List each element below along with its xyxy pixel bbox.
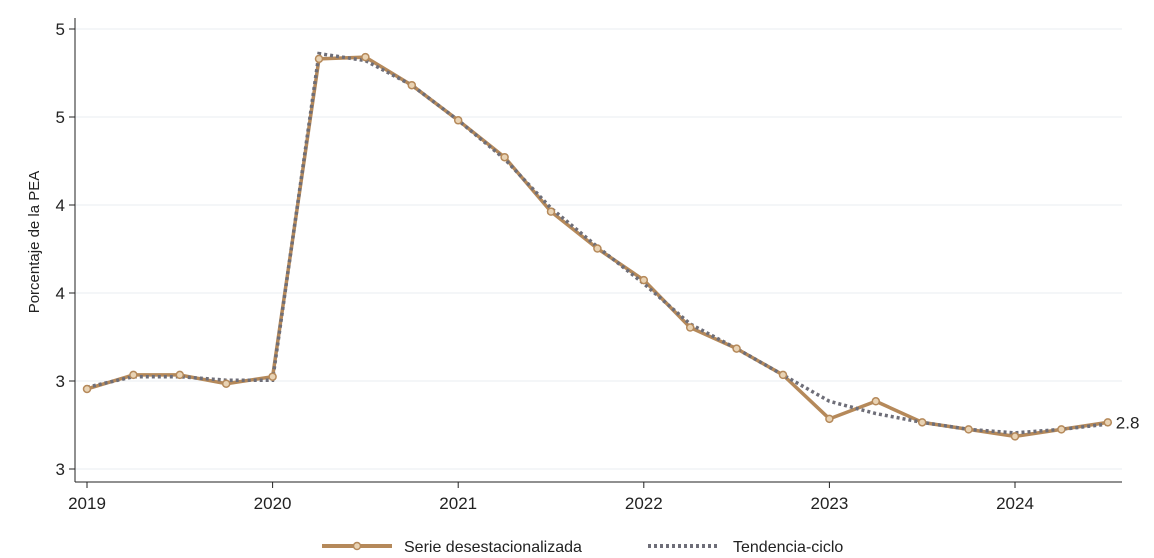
data-point — [129, 370, 138, 380]
legend-label-serie: Serie desestacionalizada — [404, 539, 582, 556]
data-point — [175, 370, 185, 380]
data-point — [871, 397, 881, 406]
x-tick-label: 2024 — [996, 494, 1034, 513]
legend-item-serie: Serie desestacionalizada — [322, 539, 582, 556]
data-point — [407, 80, 417, 90]
data-point — [964, 425, 973, 434]
data-point — [1010, 432, 1020, 441]
data-point — [778, 370, 788, 380]
data-point — [546, 207, 556, 216]
data-point — [639, 275, 649, 285]
data-point — [825, 414, 834, 424]
data-point — [917, 418, 927, 427]
legend-item-tendencia: Tendencia-ciclo — [648, 539, 843, 556]
y-tick-label: 5 — [56, 108, 65, 127]
data-point — [685, 323, 695, 332]
x-tick-label: 2019 — [68, 494, 106, 513]
data-point — [82, 384, 92, 394]
data-point — [268, 372, 277, 381]
series-line-tendencia-ciclo — [86, 51, 1108, 435]
data-point — [221, 379, 231, 388]
x-tick-label: 2021 — [439, 494, 477, 513]
y-tick-label: 5 — [56, 20, 65, 39]
data-point — [732, 344, 741, 353]
data-point — [361, 52, 370, 62]
y-tick-label: 4 — [56, 284, 65, 303]
x-tick-label: 2022 — [625, 494, 663, 513]
legend-marker-serie — [352, 541, 362, 551]
end-value-label: 2.8 — [1116, 413, 1140, 432]
data-point — [500, 152, 509, 162]
y-tick-label: 3 — [56, 372, 65, 391]
y-axis-title: Porcentaje de la PEA — [26, 171, 43, 314]
data-point — [453, 116, 463, 125]
legend-label-tendencia: Tendencia-ciclo — [733, 539, 843, 556]
data-point — [1103, 418, 1113, 427]
series-layer — [82, 51, 1113, 441]
y-tick-label: 4 — [56, 196, 65, 215]
x-tick-label: 2020 — [254, 494, 292, 513]
data-point — [1057, 425, 1066, 434]
y-tick-label: 3 — [56, 460, 65, 479]
x-tick-label: 2023 — [810, 494, 848, 513]
legend: Serie desestacionalizada Tendencia-ciclo — [322, 539, 843, 556]
data-point — [314, 54, 324, 64]
data-point — [593, 244, 602, 253]
